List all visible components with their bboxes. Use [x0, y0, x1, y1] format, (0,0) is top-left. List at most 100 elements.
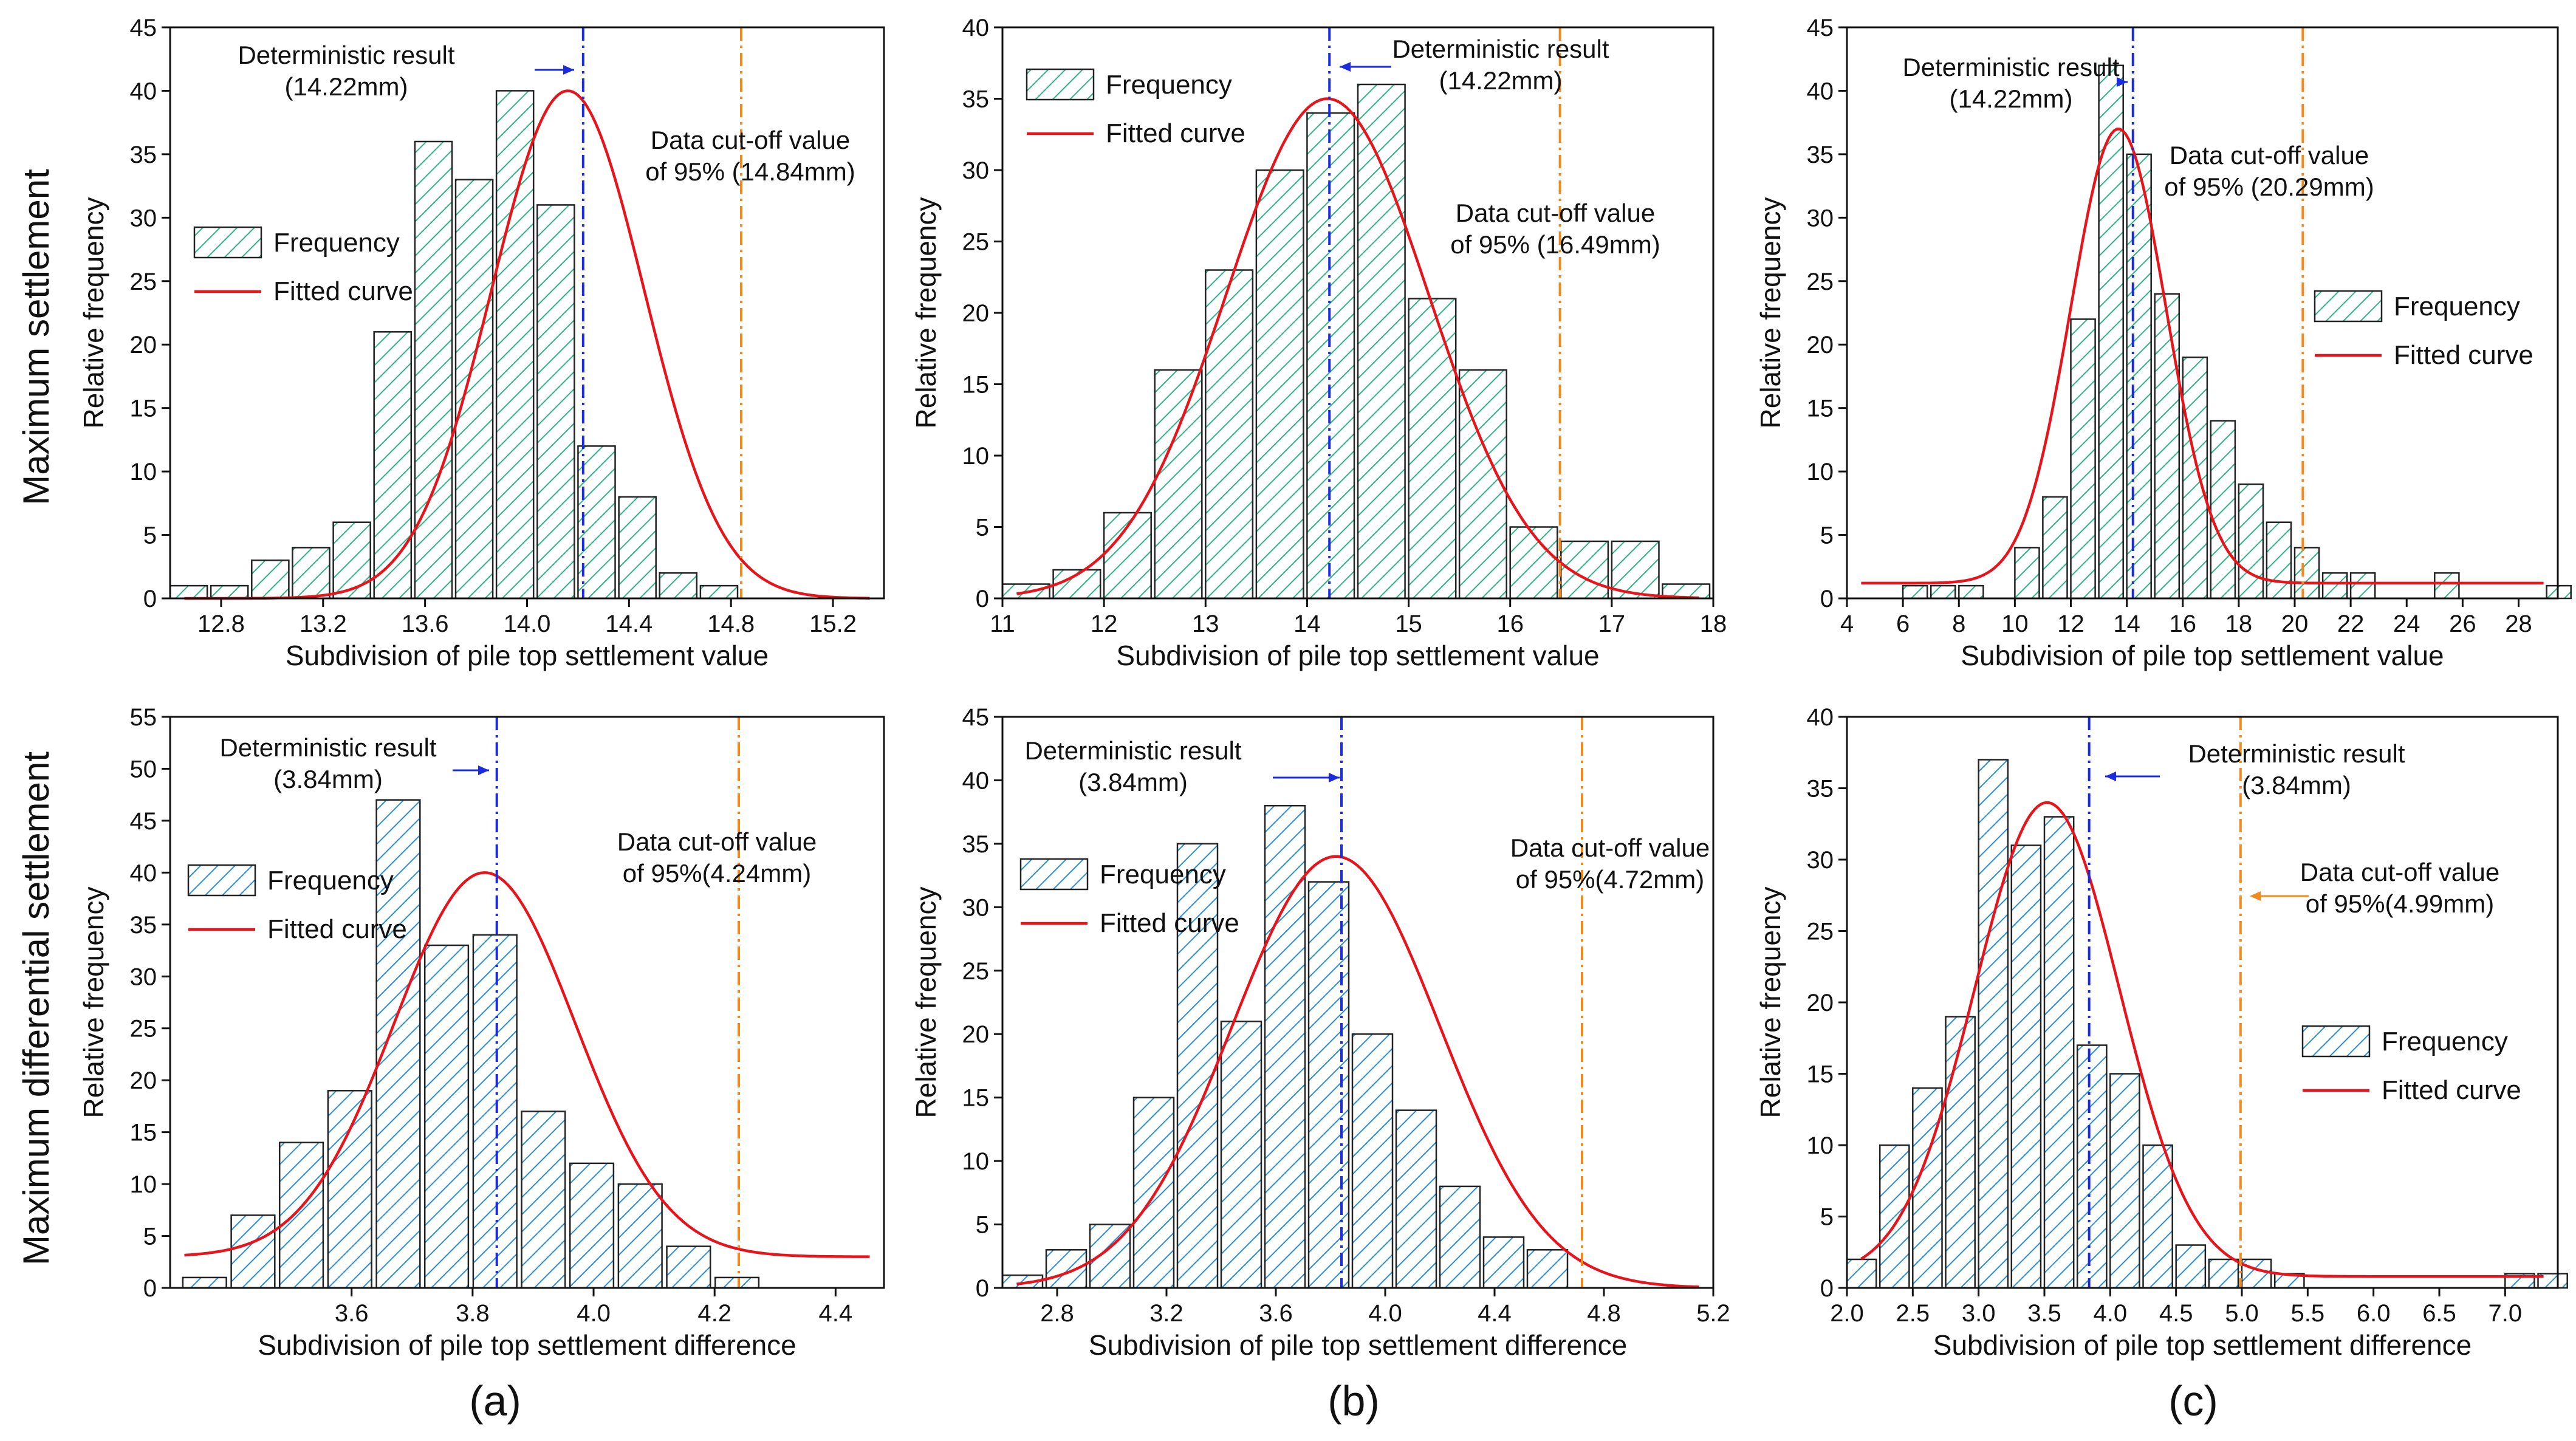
- y-tick-label: 50: [130, 756, 157, 782]
- cutoff-label: Data cut-off value: [651, 126, 850, 154]
- y-tick-label: 5: [1820, 522, 1834, 549]
- x-tick-label: 2.0: [1830, 1300, 1864, 1327]
- y-tick-label: 35: [130, 912, 157, 939]
- y-tick-label: 25: [1807, 269, 1834, 295]
- histogram-bar: [536, 204, 575, 600]
- cutoff-label: Data cut-off value: [1510, 833, 1710, 862]
- histogram-bar: [699, 584, 739, 600]
- y-tick-label: 35: [1807, 776, 1834, 803]
- y-tick-label: 0: [1820, 586, 1834, 612]
- histogram-bar: [2546, 584, 2572, 600]
- legend-fitted-label: Fitted curve: [273, 276, 413, 306]
- y-axis-label: Relative frequency: [910, 887, 942, 1118]
- histogram-bar: [1482, 1236, 1525, 1289]
- histogram-bar: [1879, 1144, 1910, 1289]
- x-tick-label: 13.2: [300, 611, 347, 637]
- x-tick-label: 4.4: [1478, 1300, 1512, 1327]
- chart-panel-a-bottom: 3.6 3.8 4.0 4.2 4.4 0 5 10 15 20 25 30 35 40 45 50 55 Sub…: [78, 704, 885, 1361]
- y-tick-label: 25: [1807, 919, 1834, 945]
- y-tick-label: 40: [962, 15, 990, 41]
- y-tick-label: 20: [962, 1021, 990, 1048]
- histogram-bar: [2241, 1258, 2272, 1289]
- y-tick-label: 10: [962, 1148, 990, 1175]
- y-tick-label: 15: [962, 372, 990, 399]
- y-axis-label: Relative frequency: [78, 887, 109, 1118]
- cutoff-label: Data cut-off value: [2300, 858, 2499, 886]
- y-tick-label: 10: [1807, 459, 1834, 485]
- histogram-bar: [1912, 1087, 1943, 1289]
- histogram-bar: [1846, 1258, 1877, 1289]
- x-axis-label: Subdivision of pile top settlement value: [286, 640, 769, 671]
- y-tick-label: 0: [143, 1275, 157, 1302]
- legend-fitted-label: Fitted curve: [1100, 908, 1239, 938]
- x-tick-label: 14.0: [504, 611, 551, 637]
- cutoff-label: Data cut-off value: [1456, 199, 1655, 227]
- x-tick-label: 4: [1840, 611, 1854, 637]
- histogram-bar: [2349, 572, 2376, 600]
- legend-frequency-swatch: [1026, 68, 1095, 101]
- legend-frequency-label: Frequency: [2394, 292, 2520, 321]
- histogram-bar: [521, 1111, 566, 1289]
- x-tick-label: 5.5: [2291, 1300, 2325, 1327]
- histogram-bar: [2076, 1044, 2108, 1289]
- x-axis-label: Subdivision of pile top settlement value: [1116, 640, 1599, 671]
- y-tick-label: 5: [976, 1212, 989, 1239]
- x-tick-label: 12: [1091, 611, 1118, 637]
- x-tick-label: 14.8: [707, 611, 755, 637]
- x-tick-label: 18: [1700, 611, 1727, 637]
- y-axis-label: Relative frequency: [78, 197, 109, 429]
- deterministic-label: Deterministic result: [1902, 53, 2119, 81]
- x-axis-label: Subdivision of pile top settlement diffe…: [1089, 1329, 1627, 1361]
- x-tick-label: 11: [990, 611, 1015, 637]
- chart-panel-b-bottom: 2.8 3.2 3.6 4.0 4.4 4.8 5.2 0 5 10 15 20 25 30 35 40 45 S…: [910, 704, 1730, 1361]
- y-tick-label: 5: [143, 1224, 157, 1250]
- x-tick-label: 3.8: [456, 1300, 490, 1327]
- x-tick-label: 16: [1496, 611, 1524, 637]
- histogram-bar: [714, 1276, 760, 1289]
- y-axis-label: Relative frequency: [1755, 887, 1786, 1118]
- y-tick-label: 35: [962, 831, 990, 858]
- x-tick-label: 14: [2113, 611, 2140, 637]
- histogram-bar: [2014, 547, 2040, 600]
- histogram-bar: [2070, 318, 2096, 600]
- histogram-bar: [2043, 816, 2075, 1289]
- histogram-bar: [327, 1090, 372, 1289]
- legend-frequency-label: Frequency: [1106, 70, 1232, 100]
- panels: 12.8 13.2 13.6 14.0 14.4 14.8 15.2 0 5 10 15 20 25 30…: [78, 15, 2572, 1361]
- deterministic-arrow-head: [563, 65, 574, 75]
- panel-label-a: (a): [469, 1377, 521, 1425]
- cutoff-value: of 95% (16.49mm): [1450, 230, 1660, 259]
- x-tick-label: 26: [2449, 611, 2476, 637]
- x-tick-label: 8: [1952, 611, 1965, 637]
- y-tick-label: 10: [1807, 1132, 1834, 1159]
- y-tick-label: 20: [1807, 990, 1834, 1016]
- y-tick-label: 45: [130, 808, 157, 835]
- y-tick-label: 15: [1807, 395, 1834, 422]
- histogram-bar: [2175, 1244, 2207, 1289]
- histogram-bar: [618, 496, 657, 600]
- y-tick-label: 30: [130, 205, 157, 231]
- histogram-bar: [1509, 526, 1558, 600]
- deterministic-value: (3.84mm): [2242, 771, 2351, 799]
- histogram-bar: [278, 1142, 324, 1289]
- x-tick-label: 4.5: [2159, 1300, 2193, 1327]
- deterministic-arrow-head: [2105, 772, 2116, 781]
- histogram-bar: [495, 90, 535, 600]
- chart-panel-a-top: 12.8 13.2 13.6 14.0 14.4 14.8 15.2 0 5 10 15 20 25 30…: [78, 15, 885, 671]
- legend-frequency-label: Frequency: [267, 866, 394, 895]
- deterministic-label: Deterministic result: [1024, 736, 1241, 765]
- y-tick-label: 15: [130, 1120, 157, 1146]
- histogram-bar: [2208, 1258, 2239, 1289]
- histogram-bar: [414, 140, 453, 600]
- deterministic-value: (14.22mm): [1439, 66, 1562, 95]
- histogram-bar: [2126, 153, 2152, 600]
- x-tick-label: 3.6: [1259, 1300, 1293, 1327]
- histogram-bar: [2293, 547, 2320, 600]
- y-tick-label: 40: [1807, 78, 1834, 104]
- y-tick-label: 0: [976, 586, 989, 612]
- histogram-bar: [2266, 521, 2292, 600]
- histogram-bar: [1945, 1016, 1976, 1289]
- x-tick-label: 6.0: [2357, 1300, 2391, 1327]
- deterministic-label: Deterministic result: [1392, 35, 1609, 63]
- panel-label-b: (b): [1327, 1377, 1380, 1425]
